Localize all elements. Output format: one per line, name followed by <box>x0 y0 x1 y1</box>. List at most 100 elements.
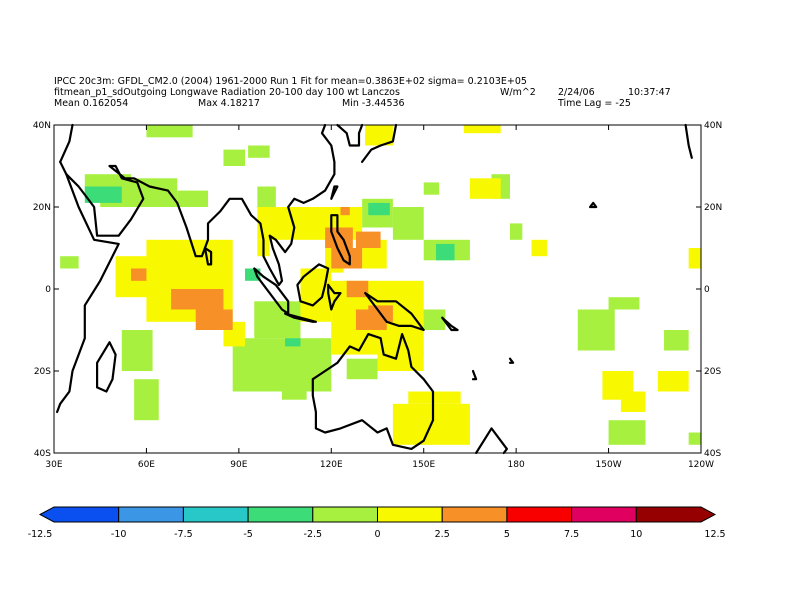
colorbar-label: 0 <box>374 529 380 540</box>
colorbar-label: -10 <box>111 529 127 540</box>
anomaly-cell <box>171 289 224 310</box>
coastline <box>59 123 74 163</box>
coastline <box>296 263 330 307</box>
anomaly-cell <box>248 145 270 158</box>
anomaly-cell <box>509 223 523 240</box>
anomaly-cell <box>121 330 153 371</box>
coastline <box>311 333 435 450</box>
anomaly-cell <box>657 371 689 392</box>
colorbar: -12.5 -10 -7.5 -5 -2.5 0 2.5 5 7.5 10 12.5 <box>28 506 726 540</box>
colorbar-segment <box>182 506 249 523</box>
anomaly-cell <box>346 280 369 298</box>
anomaly-cell <box>365 125 393 146</box>
anomaly-cell <box>195 309 233 330</box>
anomaly-cell <box>664 330 689 351</box>
lat-tick-label: 40N <box>33 121 51 131</box>
colorbar-label: 5 <box>504 529 510 540</box>
coastline <box>55 160 120 414</box>
coastline <box>330 214 351 266</box>
anomaly-cell <box>340 207 350 216</box>
anomaly-cell <box>177 190 209 207</box>
colorbar-label: 12.5 <box>704 529 725 540</box>
lat-tick-label: 0 <box>45 285 51 295</box>
coastline <box>65 123 336 286</box>
header-time: 10:37:47 <box>628 87 671 98</box>
colorbar-label: -5 <box>243 529 252 540</box>
coastline <box>284 312 317 323</box>
colorbar-segment <box>506 506 573 523</box>
header-mean: Mean 0.162054 <box>54 98 129 109</box>
coastline <box>475 427 508 455</box>
colorbar-segment <box>38 506 120 523</box>
anomaly-cell <box>688 248 701 269</box>
coastline <box>330 185 339 200</box>
header-line1: IPCC 20c3m: GFDL_CM2.0 (2004) 1961-2000 … <box>54 76 527 87</box>
anomaly-cell <box>531 239 547 257</box>
anomaly-cell <box>84 186 122 203</box>
coastline <box>471 369 478 381</box>
anomaly-cell <box>408 391 461 404</box>
anomaly-cell <box>281 379 307 400</box>
coastline <box>508 357 515 364</box>
coastline <box>327 283 342 311</box>
coastline <box>203 246 213 266</box>
header-date: 2/24/06 <box>558 87 595 98</box>
lon-tick-label: 180 <box>508 460 525 470</box>
lon-tick-label: 150E <box>412 460 435 470</box>
header-time-lag: Time Lag = -25 <box>558 98 631 109</box>
anomaly-cell <box>469 178 501 199</box>
anomaly-cell <box>60 256 79 269</box>
lat-tick-label-right: 40N <box>704 121 722 131</box>
lon-tick-label: 150W <box>596 460 622 470</box>
anomaly-cell <box>254 301 301 339</box>
anomaly-cell <box>436 243 455 261</box>
colorbar-segment <box>441 506 508 523</box>
colorbar-segment <box>377 506 443 523</box>
colorbar-segment <box>571 506 637 523</box>
anomaly-cell <box>257 186 276 207</box>
lat-tick-label: 40S <box>34 449 51 459</box>
anomaly-cell <box>423 182 440 195</box>
colorbar-segment <box>635 506 717 523</box>
lat-tick-label-right: 20N <box>704 203 722 213</box>
header-min: Min -3.44536 <box>342 98 405 109</box>
coastline <box>364 292 425 332</box>
colorbar-label: 7.5 <box>564 529 579 540</box>
anomaly-cell <box>392 207 424 240</box>
lon-tick-label: 90E <box>230 460 247 470</box>
coastlines <box>55 123 693 455</box>
anomaly-cell <box>463 125 501 134</box>
coastline <box>684 123 693 159</box>
lon-tick-label: 120W <box>688 460 714 470</box>
header-units: W/m^2 <box>500 87 536 98</box>
colorbar-label: -12.5 <box>28 529 53 540</box>
anomaly-cell <box>285 338 301 347</box>
lat-tick-label-right: 40S <box>704 449 721 459</box>
anomaly-cell <box>620 391 646 412</box>
colorbar-segment <box>312 506 378 523</box>
anomaly-cell <box>325 227 353 248</box>
anomaly-cell <box>134 379 159 421</box>
colorbar-label: 2.5 <box>435 529 450 540</box>
lat-tick-label: 20S <box>34 367 51 377</box>
anomaly-cell <box>577 309 615 351</box>
lon-tick-label: 30E <box>45 460 62 470</box>
anomaly-cell <box>346 358 378 380</box>
anomaly-cells <box>60 125 701 445</box>
anomaly-cell <box>131 268 147 281</box>
lat-tick-label-right: 0 <box>704 285 710 295</box>
lon-tick-label: 60E <box>138 460 155 470</box>
anomaly-cell <box>608 420 646 445</box>
anomaly-cell <box>608 297 640 310</box>
colorbar-segment <box>247 506 314 523</box>
lat-tick-label-right: 20S <box>704 367 721 377</box>
coastline <box>361 123 398 163</box>
header-variable: fitmean_p1_sdOutgoing Longwave Radiation… <box>54 87 400 98</box>
anomaly-cell <box>146 125 193 138</box>
anomaly-cell <box>223 149 246 166</box>
lat-tick-label: 20N <box>33 203 51 213</box>
colorbar-label: -7.5 <box>174 529 193 540</box>
coastline <box>588 201 598 209</box>
